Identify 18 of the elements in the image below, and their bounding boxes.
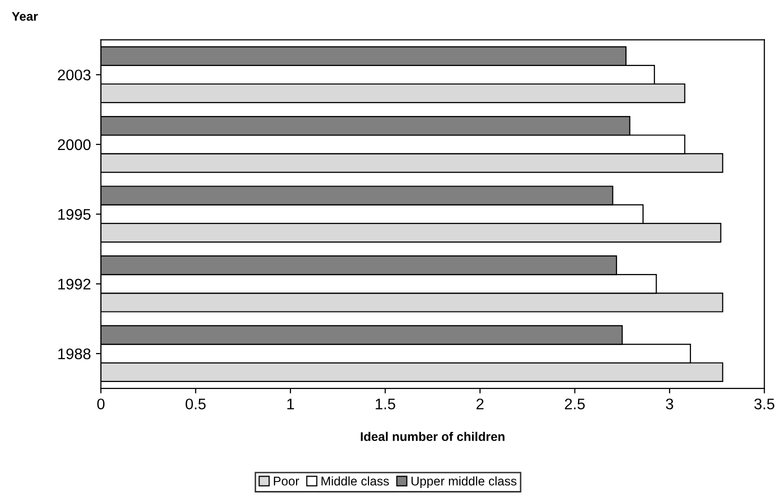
x-tick-label: 0 [97, 398, 105, 410]
y-tick-label: 2000 [58, 139, 91, 150]
x-tick-label: 3 [666, 398, 674, 410]
x-tick-label: 0.5 [186, 398, 206, 410]
y-tick-label: 2003 [58, 70, 90, 80]
x-tick-label: 2.5 [564, 398, 585, 410]
x-tick-label: 1 [287, 398, 294, 410]
y-tick-label: 1988 [58, 348, 90, 360]
y-tick-label: 1995 [58, 209, 91, 220]
legend-label: Poor [274, 476, 300, 486]
legend-label: Middle class [322, 476, 389, 486]
x-tick-label: 2 [476, 398, 484, 410]
legend-label: Upper middle class [412, 476, 516, 488]
x-tick-label: 1.5 [376, 398, 396, 410]
x-tick-label: 3.5 [754, 398, 774, 410]
y-axis-title: Year [12, 12, 38, 21]
x-axis-title: Ideal number of children [360, 432, 504, 442]
y-tick-label: 1992 [58, 278, 90, 290]
